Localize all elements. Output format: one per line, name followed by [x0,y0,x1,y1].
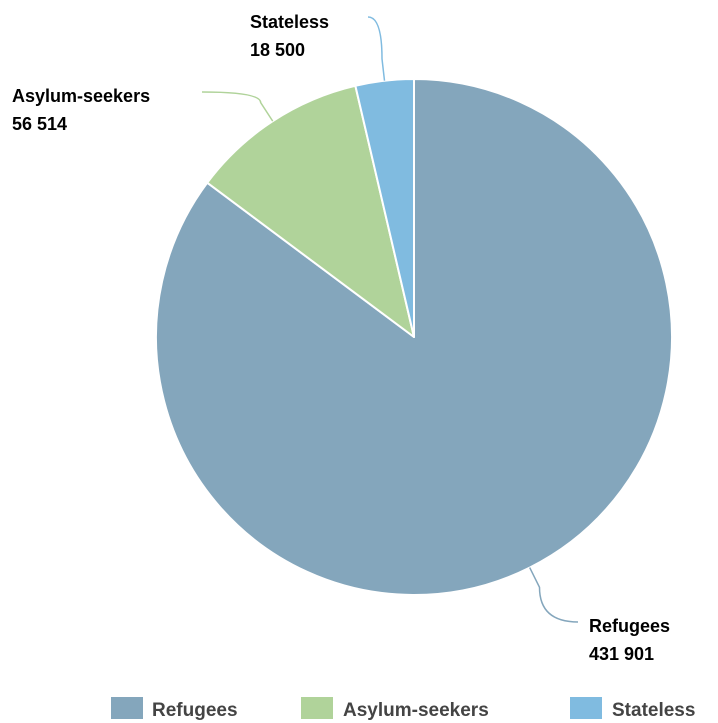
data-label-stateless-name: Stateless [250,12,329,32]
legend-label-stateless: Stateless [612,700,695,721]
legend-swatch-stateless [570,697,602,719]
legend-label-refugees: Refugees [152,700,238,721]
legend-item-stateless[interactable]: Stateless [570,697,695,721]
leader-line-refugees [529,567,579,623]
legend-label-asylum-seekers: Asylum-seekers [343,700,489,721]
legend-item-asylum-seekers[interactable]: Asylum-seekers [301,697,489,721]
pie-slice-asylum-seekers[interactable] [206,84,415,338]
leader-line-stateless [367,16,386,81]
legend-item-refugees[interactable]: Refugees [111,697,238,721]
data-label-refugees-name: Refugees [589,616,670,636]
leader-line-asylum-seekers [201,91,274,122]
legend: Refugees Asylum-seekers Stateless [111,697,695,721]
legend-swatch-refugees [111,697,143,719]
data-label-asylum-seekers-name: Asylum-seekers [12,86,150,106]
data-label-refugees-value: 431 901 [589,644,654,664]
data-label-asylum-seekers-value: 56 514 [12,114,67,134]
legend-swatch-asylum-seekers [301,697,333,719]
pie-slice-stateless[interactable] [354,78,415,338]
pie-slices [155,78,673,596]
data-label-refugees: Refugees 431 901 [589,616,670,664]
data-label-asylum-seekers: Asylum-seekers 56 514 [12,86,150,134]
data-label-stateless: Stateless 18 500 [250,12,329,60]
leader-lines [201,16,579,623]
data-label-stateless-value: 18 500 [250,40,305,60]
